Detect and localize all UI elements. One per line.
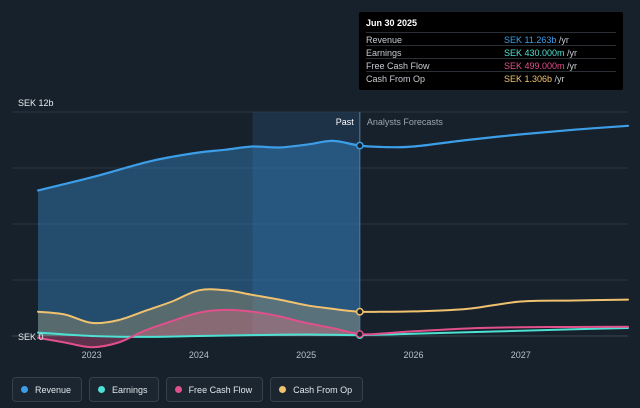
revenue-marker [355,141,364,150]
legend-label: Cash From Op [293,384,353,395]
legend-label: Free Cash Flow [188,384,253,395]
x-tick-label: 2023 [82,350,102,360]
cash-from-op-marker [355,307,364,316]
tooltip-row-cash-from-op: Cash From Op SEK 1.306b /yr [366,71,616,84]
tooltip-unit: /yr [564,61,578,71]
free-cash-flow-area [38,309,360,348]
earnings-dot-icon [98,386,106,393]
tooltip-date: Jun 30 2025 [366,18,418,28]
earnings-line [37,327,629,338]
tooltip-value: SEK 1.306b /yr [504,74,565,84]
tooltip-value-number: SEK 430.000m [504,48,565,58]
x-tick-label: 2026 [403,350,423,360]
x-tick-label: 2024 [189,350,209,360]
cash-from-op-line [37,288,629,325]
revenue-area [38,140,360,336]
free-cash-flow-dot-icon [174,386,182,393]
y-axis-zero-label: SEK 0 [18,332,44,342]
legend-earnings-button[interactable]: Earnings [89,377,159,402]
chart-area: Past Analysts Forecasts SEK 12b SEK 0 20… [12,98,630,360]
legend-revenue-button[interactable]: Revenue [12,377,83,402]
past-label: Past [336,117,355,127]
tooltip-value-number: SEK 499.000m [504,61,565,71]
tooltip-value: SEK 499.000m /yr [504,61,577,71]
tooltip-row-earnings: Earnings SEK 430.000m /yr [366,45,616,58]
tooltip-value-number: SEK 1.306b [504,74,553,84]
legend-free-cash-flow-button[interactable]: Free Cash Flow [165,377,264,402]
tooltip-value: SEK 430.000m /yr [504,48,577,58]
tooltip-row-revenue: Revenue SEK 11.263b /yr [366,32,616,45]
free-cash-flow-marker [355,330,364,339]
legend-label: Revenue [35,384,72,395]
forecast-label: Analysts Forecasts [367,117,444,127]
cash-from-op-dot-icon [279,386,287,393]
legend-cash-from-op-button[interactable]: Cash From Op [270,377,364,402]
tooltip-label: Cash From Op [366,74,426,84]
tooltip-unit: /yr [556,35,569,45]
legend-label: Earnings [112,384,148,395]
x-tick-label: 2025 [296,350,316,360]
tooltip-label: Free Cash Flow [366,61,430,71]
revenue-dot-icon [21,386,28,393]
tooltip-value: SEK 11.263b /yr [504,35,569,45]
free-cash-flow-line [37,308,629,349]
tooltip-row-free-cash-flow: Free Cash Flow SEK 499.000m /yr [366,58,616,71]
tooltip-value-number: SEK 11.263b [504,35,557,45]
tooltip-label: Earnings [366,48,402,58]
tooltip-unit: /yr [564,48,578,58]
tooltip-label: Revenue [366,35,403,45]
data-tooltip: Jun 30 2025 Revenue SEK 11.263b /yr Earn… [359,12,623,90]
y-axis-top-label: SEK 12b [18,98,54,108]
x-tick-label: 2027 [511,350,531,360]
tooltip-unit: /yr [552,74,565,84]
revenue-line [36,124,630,192]
chart-legend: Revenue Earnings Free Cash Flow Cash Fro… [12,377,364,402]
